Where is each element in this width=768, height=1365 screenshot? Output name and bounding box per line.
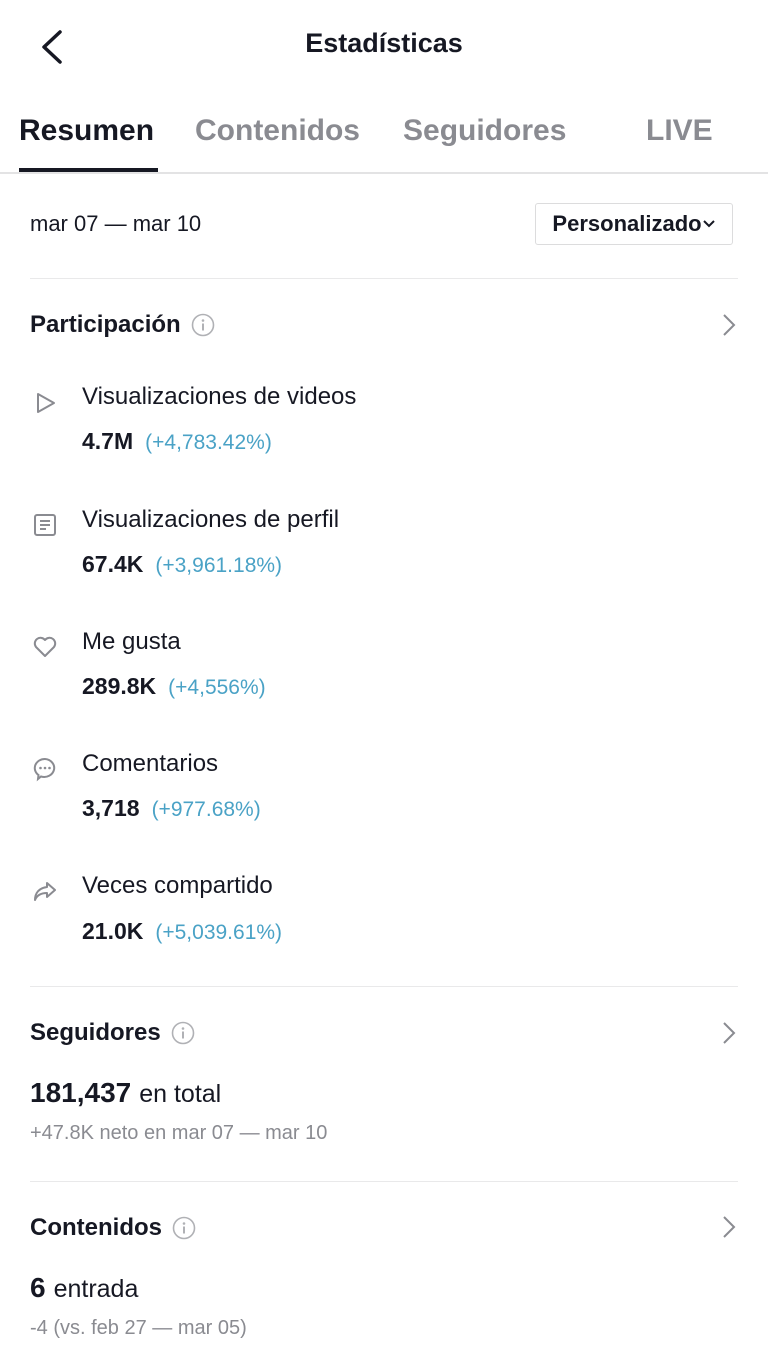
tab-resumen[interactable]: Resumen: [19, 114, 155, 147]
tab-live[interactable]: LIVE: [646, 114, 713, 147]
metric-change: (+5,039.61%): [155, 921, 283, 944]
divider: [30, 986, 738, 987]
tab-contenidos[interactable]: Contenidos: [195, 114, 360, 147]
content-section-header[interactable]: Contenidos: [30, 1214, 196, 1242]
metric-label: Me gusta: [82, 628, 181, 655]
info-icon[interactable]: [191, 313, 215, 337]
metric-label: Veces compartido: [82, 872, 273, 899]
profile-doc-icon: [34, 514, 56, 536]
info-icon[interactable]: [171, 1021, 195, 1045]
content-title: Contenidos: [30, 1214, 162, 1241]
period-dropdown[interactable]: Personalizado: [535, 203, 733, 245]
share-icon: [34, 882, 56, 901]
chevron-down-icon: [702, 220, 715, 228]
metric-value: 67.4K (+3,961.18%): [82, 551, 283, 577]
metric-value: 21.0K (+5,039.61%): [82, 918, 283, 944]
heart-icon: [33, 636, 57, 657]
tab-seguidores[interactable]: Seguidores: [403, 114, 567, 147]
engagement-section-header[interactable]: Participación: [30, 311, 215, 339]
comment-icon: [33, 757, 56, 782]
chevron-right-icon[interactable]: [718, 311, 738, 339]
followers-title: Seguidores: [30, 1019, 161, 1046]
divider: [30, 278, 738, 279]
metric-change: (+4,556%): [168, 676, 266, 699]
followers-net: +47.8K neto en mar 07 — mar 10: [30, 1122, 328, 1144]
info-icon[interactable]: [172, 1216, 196, 1240]
followers-total: 181,437 en total: [30, 1077, 222, 1108]
metric-label: Visualizaciones de perfil: [82, 506, 340, 533]
metric-value: 289.8K (+4,556%): [82, 673, 266, 699]
date-range: mar 07 — mar 10: [30, 211, 202, 236]
metric-value: 4.7M (+4,783.42%): [82, 428, 272, 454]
content-count: 6 entrada: [30, 1272, 139, 1303]
metric-label: Visualizaciones de videos: [82, 383, 357, 410]
content-comparison: -4 (vs. feb 27 — mar 05): [30, 1317, 247, 1339]
tab-bar: Resumen Contenidos Seguidores LIVE: [0, 108, 768, 174]
metric-change: (+3,961.18%): [155, 554, 283, 577]
metric-label: Comentarios: [82, 750, 219, 777]
divider: [30, 1181, 738, 1182]
period-dropdown-value: Personalizado: [552, 211, 702, 236]
active-tab-indicator: [19, 168, 158, 172]
play-icon: [37, 393, 55, 413]
back-arrow-icon[interactable]: [36, 28, 70, 66]
chevron-right-icon[interactable]: [718, 1213, 738, 1241]
followers-section-header[interactable]: Seguidores: [30, 1019, 195, 1047]
page-title: Estadísticas: [305, 28, 463, 58]
engagement-title: Participación: [30, 311, 181, 338]
metric-value: 3,718 (+977.68%): [82, 795, 261, 821]
metric-change: (+4,783.42%): [145, 431, 272, 454]
chevron-right-icon[interactable]: [718, 1019, 738, 1047]
metric-change: (+977.68%): [151, 798, 261, 821]
